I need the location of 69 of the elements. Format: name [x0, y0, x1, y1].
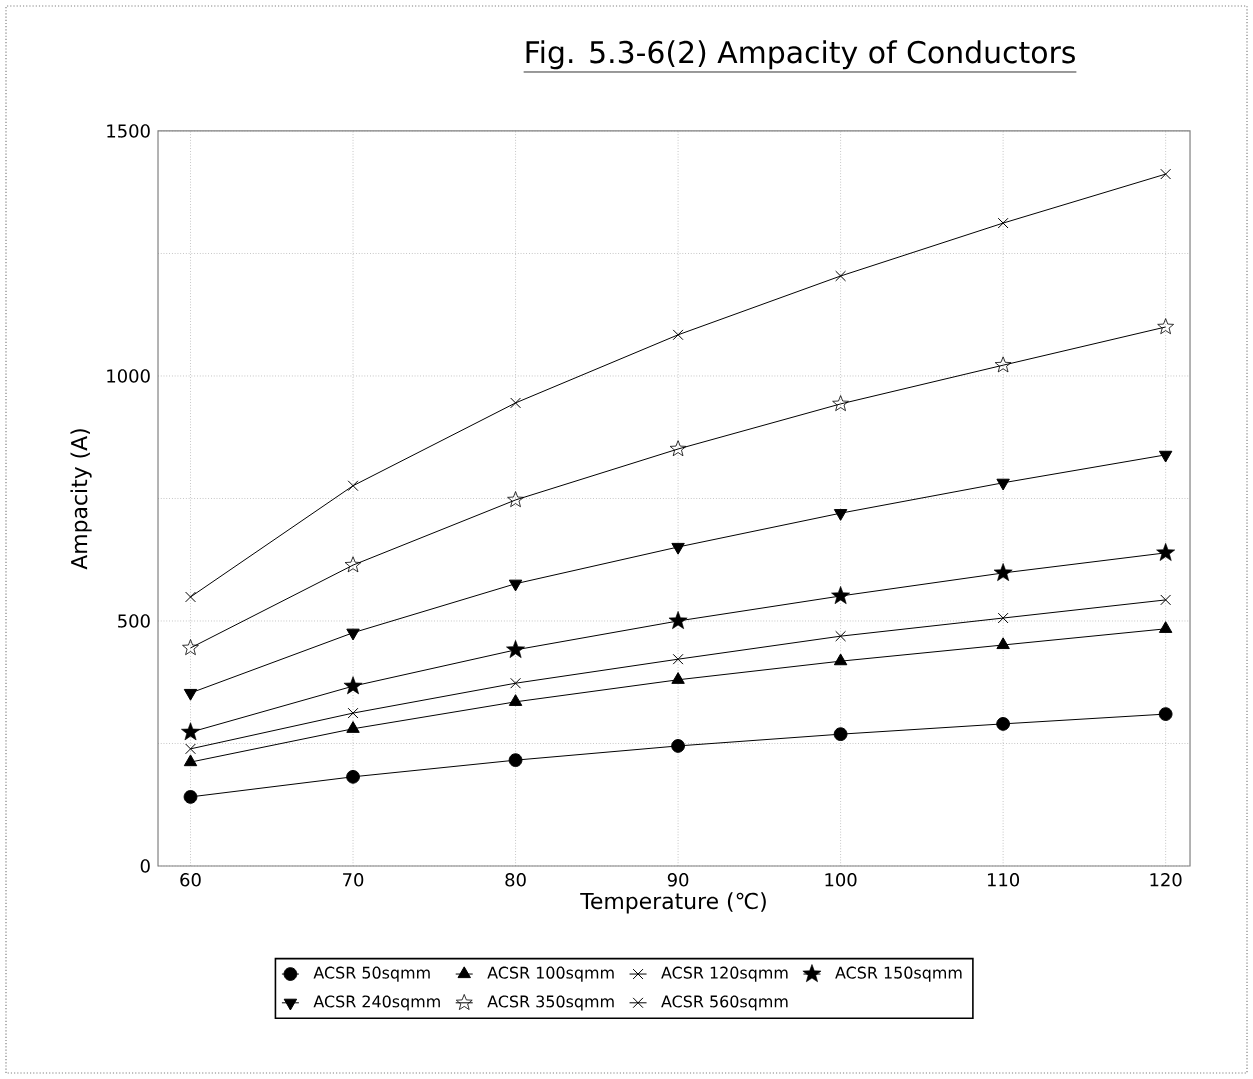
point	[183, 790, 198, 804]
point	[1158, 707, 1173, 721]
point	[671, 672, 685, 684]
x-tick-label: 90	[667, 873, 689, 887]
x-tick-label: 120	[1150, 873, 1182, 887]
point	[672, 653, 684, 665]
x-tick-label: 60	[180, 873, 201, 887]
point	[346, 721, 360, 733]
point	[1158, 621, 1173, 633]
point	[997, 612, 1009, 624]
x-axis-title: Temperature (℃)	[580, 892, 766, 914]
point	[346, 769, 360, 784]
point	[1157, 318, 1175, 335]
x-tick-label: 100	[825, 873, 857, 887]
x-tick-label: 70	[343, 873, 364, 887]
point	[671, 542, 685, 555]
legend-label: ACSR 120sqmm	[661, 966, 788, 982]
legend-label: ACSR 560sqmm	[661, 995, 788, 1011]
point	[508, 579, 523, 592]
point	[185, 743, 196, 755]
point	[672, 329, 684, 341]
chart-title: Fig. 5.3-6(2) Ampacity of Conductors	[526, 40, 1075, 70]
point	[671, 739, 685, 753]
point	[182, 639, 199, 656]
point	[996, 637, 1010, 650]
point	[994, 356, 1012, 373]
point	[1156, 543, 1176, 561]
point	[347, 707, 359, 719]
legend-label: ACSR 150sqmm	[835, 966, 962, 982]
point	[996, 478, 1010, 491]
point	[344, 556, 362, 573]
point	[343, 676, 363, 695]
legend-label: ACSR 100sqmm	[487, 966, 614, 982]
point	[831, 586, 850, 605]
point	[668, 611, 688, 630]
legend-label: ACSR 240sqmm	[313, 995, 440, 1011]
point	[835, 270, 847, 282]
point	[835, 630, 847, 642]
y-axis-title: Ampacity (A)	[70, 429, 92, 570]
legend-label: ACSR 350sqmm	[487, 995, 614, 1011]
point	[833, 727, 848, 742]
legend-label: ACSR 50sqmm	[313, 966, 430, 982]
y-tick-label: 500	[118, 614, 150, 628]
point	[833, 509, 848, 521]
point	[183, 688, 198, 701]
point	[1158, 450, 1173, 463]
point	[507, 491, 524, 508]
point	[508, 753, 523, 768]
point	[993, 563, 1013, 581]
point	[833, 653, 848, 666]
x-tick-label: 110	[987, 873, 1020, 887]
point	[506, 640, 525, 658]
point	[185, 591, 196, 603]
y-tick-label: 1500	[107, 124, 150, 138]
point	[996, 717, 1010, 731]
point	[183, 754, 198, 767]
point	[347, 480, 359, 492]
point	[1160, 594, 1172, 606]
point	[508, 694, 523, 706]
y-tick-label: 1000	[107, 369, 150, 383]
point	[997, 217, 1009, 229]
point	[832, 395, 849, 412]
point	[669, 440, 687, 457]
point	[1160, 168, 1172, 180]
point	[181, 722, 200, 741]
y-tick-label: 0	[140, 859, 150, 873]
x-tick-label: 80	[505, 873, 526, 887]
point	[510, 677, 521, 689]
point	[510, 397, 521, 409]
